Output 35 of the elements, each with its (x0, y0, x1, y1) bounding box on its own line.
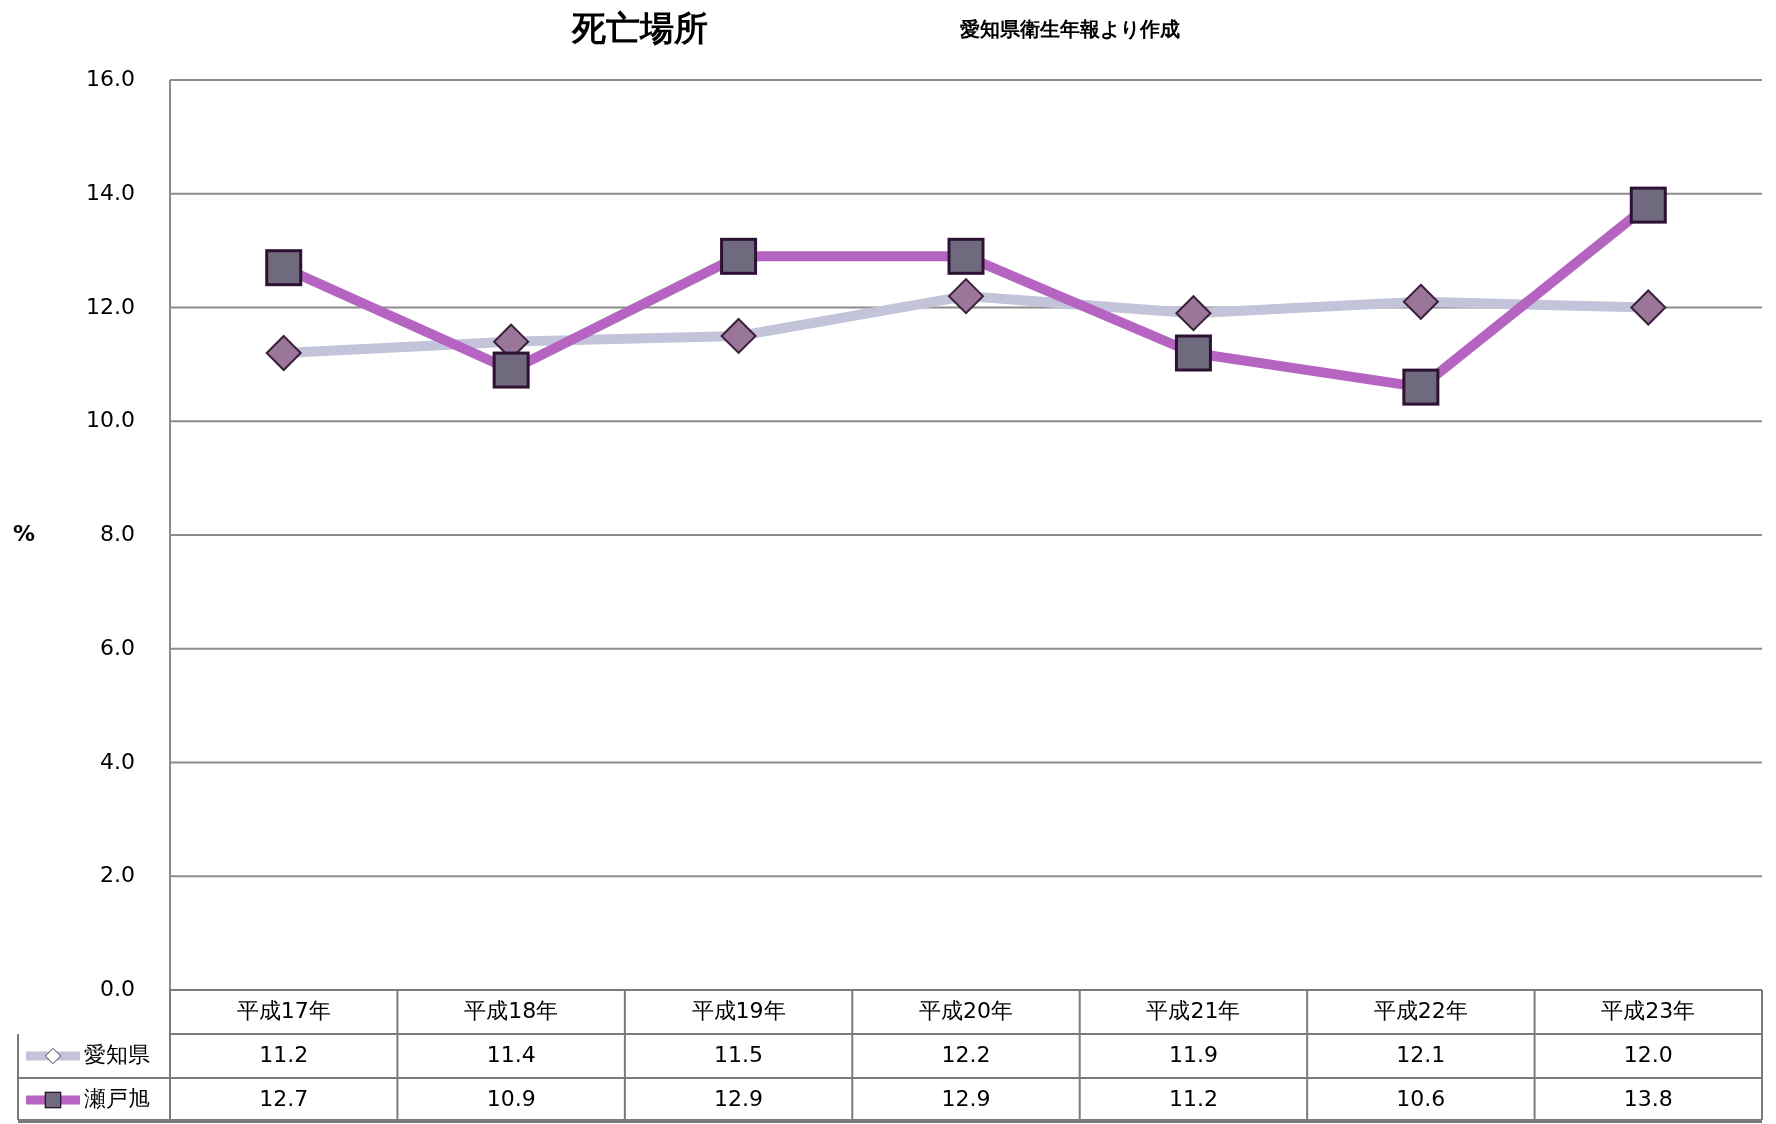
data-label: 13.8 (1623, 1086, 1673, 1111)
x-tick-label: 平成19年 (691, 998, 786, 1023)
y-tick-label: 8.0 (100, 521, 135, 546)
x-tick-label: 平成21年 (1146, 998, 1241, 1023)
x-tick-label: 平成17年 (236, 998, 331, 1023)
y-tick-label: 12.0 (86, 293, 135, 319)
data-label: 10.9 (486, 1086, 536, 1111)
y-tick-label: 16.0 (86, 66, 135, 91)
data-label: 12.2 (941, 1042, 991, 1067)
data-label: 11.2 (259, 1042, 309, 1067)
chart-subtitle: 愛知県衛生年報より作成 (960, 17, 1180, 41)
y-tick-label: 4.0 (100, 748, 135, 774)
y-axis-title: % (12, 521, 36, 546)
data-label: 10.6 (1396, 1086, 1446, 1111)
x-tick-label: 平成18年 (464, 998, 559, 1023)
y-tick-label: 0.0 (100, 976, 135, 1001)
y-tick-label: 10.0 (86, 407, 135, 433)
legend-label: 愛知県 (84, 1042, 150, 1067)
x-tick-label: 平成20年 (919, 998, 1013, 1023)
data-label: 11.5 (714, 1042, 764, 1067)
y-tick-label: 14.0 (86, 179, 135, 205)
legend-label: 瀬戸旭 (84, 1086, 150, 1111)
data-label: 12.7 (259, 1086, 309, 1111)
data-label: 11.2 (1168, 1086, 1218, 1111)
y-tick-label: 6.0 (100, 634, 135, 660)
data-label: 12.1 (1396, 1042, 1446, 1067)
data-label: 12.9 (941, 1086, 991, 1111)
data-label: 12.9 (714, 1086, 764, 1111)
y-tick-label: 2.0 (100, 862, 135, 888)
data-label: 11.4 (486, 1042, 536, 1067)
x-tick-label: 平成23年 (1601, 998, 1696, 1023)
data-label: 12.0 (1623, 1042, 1673, 1067)
data-label: 11.9 (1168, 1042, 1218, 1067)
chart-title: 死亡場所 (571, 8, 708, 48)
x-tick-label: 平成22年 (1373, 998, 1468, 1023)
